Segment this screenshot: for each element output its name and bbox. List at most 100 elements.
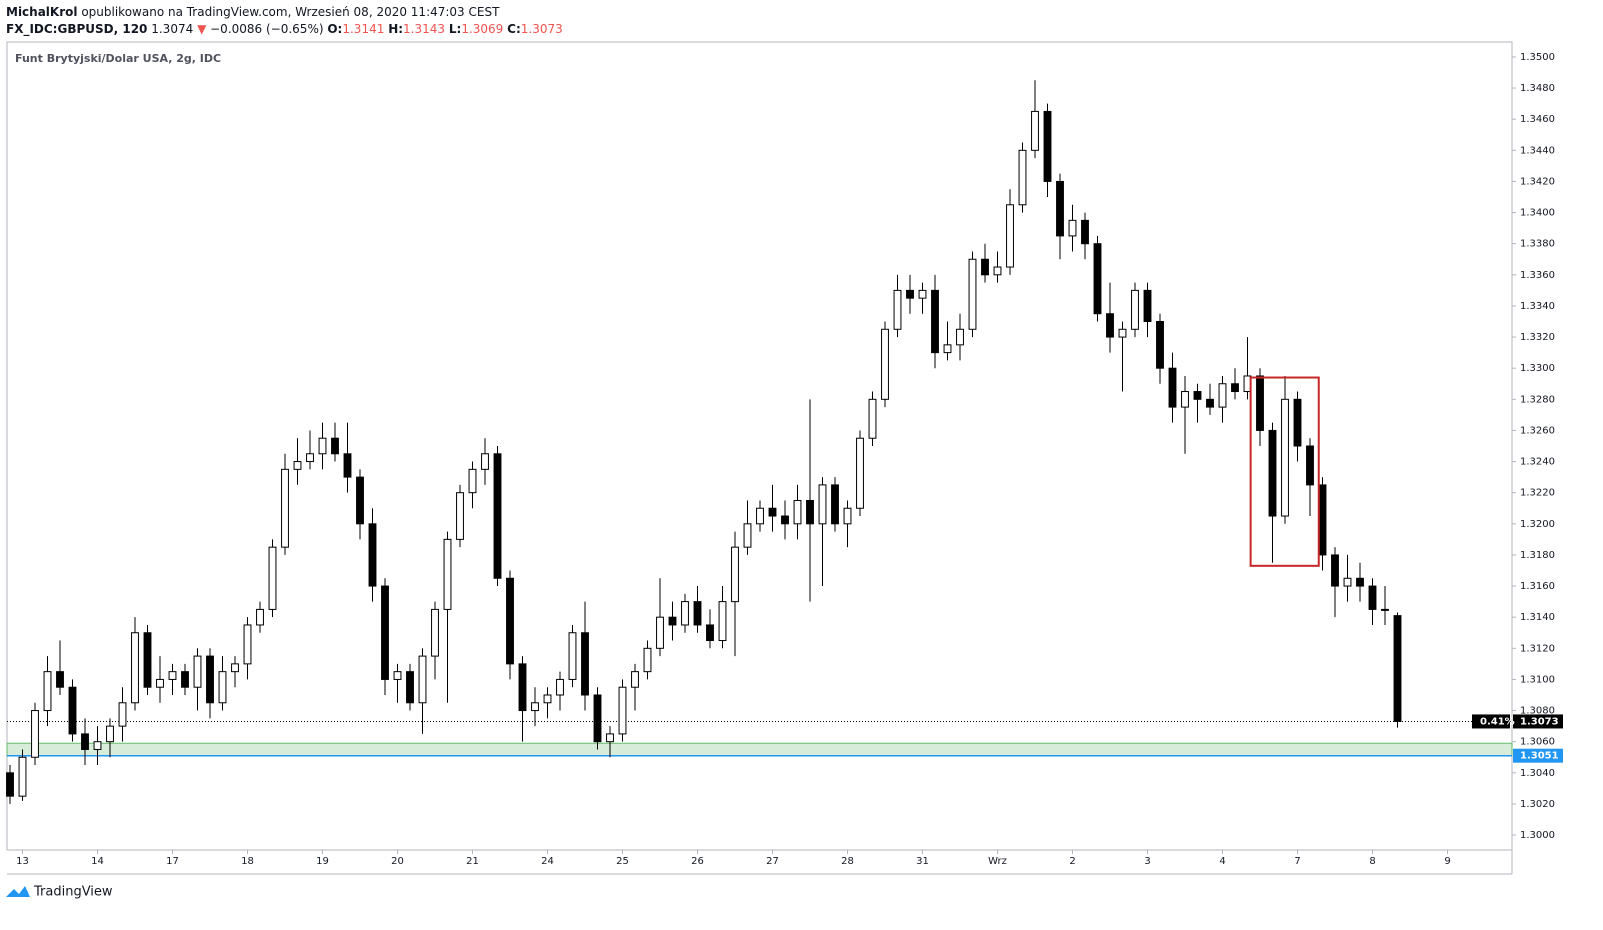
candle-body <box>31 710 39 758</box>
candle-body <box>1331 554 1339 587</box>
candle-body <box>318 437 327 455</box>
x-tick-label: Wrz <box>988 856 1007 867</box>
y-tick-label: 1.3340 <box>1520 301 1555 312</box>
candle-body <box>593 694 602 743</box>
candle-body <box>918 289 927 299</box>
candle-body <box>506 577 514 665</box>
candle-body <box>1156 321 1164 369</box>
candle-body <box>231 663 239 673</box>
y-tick-label: 1.3320 <box>1520 332 1555 343</box>
ohlc-value: 1.3073 <box>520 22 563 36</box>
candle-body <box>968 258 977 330</box>
x-tick-label: 2 <box>1069 856 1075 867</box>
candle-body <box>631 671 639 688</box>
candle-body <box>481 453 489 470</box>
candle-body <box>868 398 877 439</box>
candle-body <box>1181 391 1189 408</box>
candle-body <box>818 484 827 525</box>
candle-body <box>668 616 677 626</box>
header-line-1: MichalKrol opublikowano na TradingView.c… <box>6 4 563 21</box>
candle-body <box>518 663 527 712</box>
candle-body <box>706 624 714 642</box>
x-tick-label: 3 <box>1144 856 1150 867</box>
y-tick-label: 1.3480 <box>1520 83 1555 94</box>
candle-body <box>1393 615 1402 722</box>
x-tick-label: 17 <box>166 856 179 867</box>
candle-body <box>156 678 164 688</box>
candle-body <box>306 453 314 463</box>
price: 1.3074 <box>151 22 194 36</box>
candle-body <box>293 461 302 470</box>
support-zone <box>6 742 1513 757</box>
y-tick-label: 1.3380 <box>1520 239 1555 250</box>
candle-body <box>956 328 964 346</box>
brand: TradingView <box>33 885 113 900</box>
candle-body <box>1293 398 1302 447</box>
candle-body <box>393 671 402 680</box>
y-tick-label: 1.3400 <box>1520 208 1555 219</box>
candle-body <box>1168 367 1177 408</box>
x-tick-label: 14 <box>91 856 104 867</box>
y-tick-label: 1.3460 <box>1520 114 1555 125</box>
y-tick-label: 1.3160 <box>1520 581 1555 592</box>
candle-body <box>206 655 214 704</box>
candle-body <box>331 437 339 455</box>
candle-body <box>68 686 77 735</box>
candle-body <box>656 616 664 649</box>
y-tick-label: 1.3420 <box>1520 176 1555 187</box>
candle-body <box>718 601 727 642</box>
candle-body <box>581 632 589 696</box>
candle-body <box>1006 204 1014 268</box>
ohlc-label: L: <box>448 22 462 36</box>
candle-body <box>1318 484 1327 556</box>
candle-body <box>693 601 702 626</box>
candle-body <box>443 538 452 610</box>
change-tag-bg <box>1472 714 1510 729</box>
candle-body <box>343 453 352 478</box>
candle-body <box>218 671 227 704</box>
logo-icon <box>6 886 30 897</box>
candle-body <box>1381 608 1389 611</box>
candle-body <box>881 328 889 400</box>
x-tick-label: 8 <box>1369 856 1375 867</box>
candle-body <box>743 523 752 548</box>
candle-body <box>1206 398 1214 408</box>
candle-body <box>106 725 114 743</box>
y-tick-label: 1.3360 <box>1520 270 1555 281</box>
x-tick-label: 4 <box>1219 856 1225 867</box>
candle-body <box>456 492 464 540</box>
y-tick-label: 1.3040 <box>1520 768 1555 779</box>
candle-body <box>806 499 814 525</box>
candle-body <box>1143 289 1152 323</box>
candle-body <box>143 632 152 688</box>
candle-body <box>1268 429 1277 517</box>
candle-body <box>468 468 477 494</box>
candle-body <box>1068 219 1077 237</box>
candle-body <box>981 258 989 276</box>
x-tick-label: 7 <box>1294 856 1300 867</box>
candle-body <box>81 733 89 750</box>
hline-tag-bg <box>1513 748 1563 763</box>
candle-body <box>418 655 427 704</box>
y-tick-label: 1.3500 <box>1520 52 1555 63</box>
candle-body <box>681 601 689 626</box>
candle-body <box>1193 391 1202 400</box>
y-tick-label: 1.3100 <box>1520 674 1555 685</box>
candle-body <box>643 647 652 673</box>
candle-body <box>993 266 1002 276</box>
x-tick-label: 18 <box>241 856 254 867</box>
candle-body <box>1056 180 1064 237</box>
candle-body <box>131 632 139 704</box>
candle-body <box>831 484 839 525</box>
x-tick-label: 31 <box>916 856 929 867</box>
last-price-bg <box>1513 714 1563 729</box>
y-tick-label: 1.3280 <box>1520 394 1555 405</box>
author: MichalKrol <box>6 5 78 19</box>
candle-body <box>556 678 564 696</box>
candle-body <box>1368 585 1377 610</box>
candle-body <box>93 741 102 750</box>
candle-body <box>1343 577 1352 587</box>
candle-body <box>906 289 914 299</box>
candle-body <box>18 756 27 797</box>
candle-body <box>781 515 789 525</box>
